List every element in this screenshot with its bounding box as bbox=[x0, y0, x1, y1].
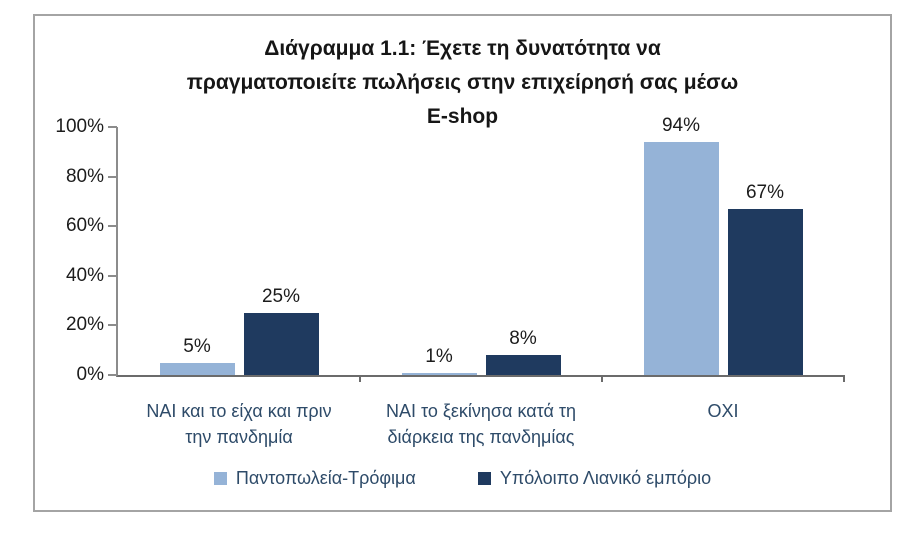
y-axis-tick-mark bbox=[108, 274, 117, 277]
bar-value-label: 67% bbox=[745, 182, 785, 203]
bar-value-label: 94% bbox=[661, 115, 701, 136]
x-axis-tick-mark bbox=[601, 375, 603, 382]
x-axis-category-label-line: ΝΑΙ το ξεκίνησα κατά τη bbox=[385, 401, 577, 421]
x-axis-category-label-line: ΝΑΙ και το είχα και πριν bbox=[146, 401, 332, 421]
y-axis-tick-label: 80% bbox=[65, 165, 104, 187]
plot-area: 0% 20% 40% 60% 80% 100% 5% 25% 1% 8% 94% 67% bbox=[55, 115, 845, 385]
legend-swatch-icon bbox=[213, 472, 227, 485]
chart-title-line-1: Διάγραμμα 1.1: Έχετε τη δυνατότητα να bbox=[264, 37, 661, 60]
bar-value-label: 1% bbox=[425, 346, 453, 367]
y-axis-tick-label: 40% bbox=[65, 264, 104, 286]
bar-group-2: 1% 8% bbox=[360, 328, 602, 375]
y-axis-tick-mark bbox=[108, 324, 117, 327]
x-axis-category-label-line: διάρκεια της πανδημίας bbox=[387, 427, 575, 447]
x-axis-tick-mark bbox=[359, 375, 361, 382]
x-axis-category-label-line: την πανδημία bbox=[185, 427, 293, 447]
x-axis-category-label-1: ΝΑΙ και το είχα και πριν την πανδημία bbox=[118, 398, 360, 450]
legend-label: Υπόλοιπο Λιανικό εμπόριο bbox=[499, 468, 712, 488]
legend: Παντοπωλεία-Τρόφιμα Υπόλοιπο Λιανικό εμπό… bbox=[35, 468, 890, 489]
y-axis-tick-mark bbox=[108, 225, 117, 228]
bar-series-2-category-1: 25% bbox=[243, 286, 319, 375]
chart-title: Διάγραμμα 1.1: Έχετε τη δυνατότητα να πρ… bbox=[35, 32, 890, 134]
y-axis-tick-label: 20% bbox=[65, 314, 104, 336]
legend-label: Παντοπωλεία-Τρόφιμα bbox=[235, 468, 416, 488]
bar-series-1-category-3: 94% bbox=[643, 115, 719, 375]
x-axis-category-label-3: ΟΧΙ bbox=[602, 398, 844, 424]
legend-item-1: Παντοπωλεία-Τρόφιμα bbox=[213, 468, 416, 489]
bar-series-2-category-3: 67% bbox=[727, 182, 803, 375]
bar-series-2-category-2: 8% bbox=[485, 328, 561, 375]
chart-title-line-2: πραγματοποιείτε πωλήσεις στην επιχείρησή… bbox=[186, 71, 739, 94]
bar-value-label: 8% bbox=[509, 328, 537, 349]
bar-group-1: 5% 25% bbox=[118, 286, 360, 375]
bar-value-label: 25% bbox=[261, 286, 301, 307]
x-axis-category-label-2: ΝΑΙ το ξεκίνησα κατά τη διάρκεια της πανδ… bbox=[360, 398, 602, 450]
bar-value-label: 5% bbox=[183, 336, 211, 357]
bar-series-1-category-2: 1% bbox=[401, 346, 477, 375]
y-axis-tick-mark bbox=[108, 374, 117, 376]
y-axis-tick-mark bbox=[108, 126, 117, 128]
chart-title-line-3: E-shop bbox=[426, 105, 499, 128]
legend-item-2: Υπόλοιπο Λιανικό εμπόριο bbox=[477, 468, 712, 489]
x-axis-tick-mark bbox=[843, 375, 845, 382]
y-axis-tick-label: 60% bbox=[65, 215, 104, 237]
x-axis-category-label-line: ΟΧΙ bbox=[707, 401, 739, 421]
bar-series-1-category-1: 5% bbox=[159, 336, 235, 375]
y-axis-tick-label: 100% bbox=[55, 116, 104, 137]
bar-group-3: 94% 67% bbox=[602, 115, 844, 375]
chart-frame: Διάγραμμα 1.1: Έχετε τη δυνατότητα να πρ… bbox=[33, 14, 892, 512]
y-axis-tick-label: 0% bbox=[76, 364, 104, 385]
y-axis-tick-mark bbox=[108, 175, 117, 178]
legend-swatch-icon bbox=[477, 472, 491, 485]
